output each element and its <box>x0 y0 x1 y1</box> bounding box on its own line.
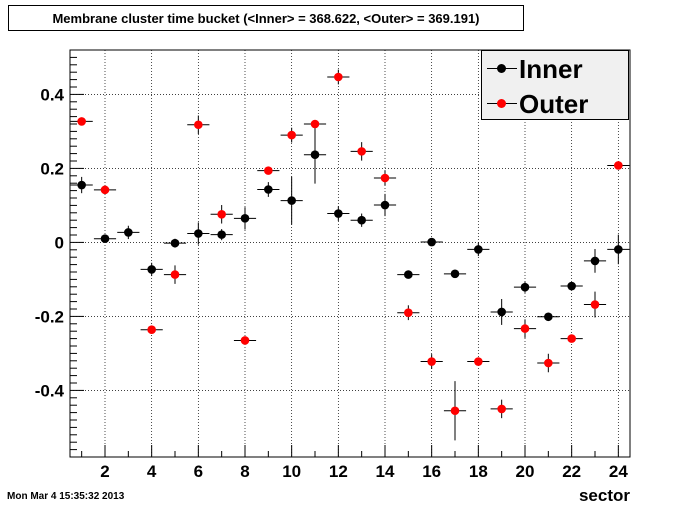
series-inner <box>70 125 630 325</box>
data-point-outer <box>590 300 600 309</box>
data-point-outer <box>427 357 436 366</box>
data-point-outer <box>544 358 553 368</box>
legend-marker-outer <box>497 99 506 108</box>
data-point-inner <box>264 185 273 194</box>
data-point-inner <box>404 270 413 279</box>
data-point-outer <box>357 147 366 156</box>
legend-item-outer: Outer <box>482 87 628 121</box>
data-point-outer <box>450 406 460 416</box>
data-point-outer <box>240 336 250 345</box>
x-tick-label: 20 <box>516 462 535 481</box>
legend-label-outer: Outer <box>519 89 589 119</box>
x-tick-label: 6 <box>194 462 203 481</box>
data-point-inner <box>194 229 203 238</box>
data-point-outer <box>474 357 483 366</box>
data-point-outer <box>380 173 390 183</box>
data-point-inner <box>287 196 296 205</box>
plot-frame <box>69 49 631 458</box>
y-tick-label: 0.4 <box>40 85 64 104</box>
timestamp: Mon Mar 4 15:35:32 2013 <box>7 491 125 502</box>
data-point-inner <box>334 209 343 218</box>
x-tick-label: 10 <box>282 462 301 481</box>
data-point-outer <box>287 130 296 140</box>
y-tick-label: -0.4 <box>35 381 65 400</box>
data-point-outer <box>567 334 576 343</box>
data-point-outer <box>100 185 110 195</box>
x-tick-label: 2 <box>100 462 109 481</box>
data-point-outer <box>147 325 156 335</box>
data-point-inner <box>147 265 156 274</box>
data-point-inner <box>497 307 506 317</box>
data-point-inner <box>614 245 623 254</box>
series-outer <box>70 69 630 441</box>
data-point-inner <box>100 234 110 243</box>
data-point-outer <box>170 270 180 279</box>
data-point-outer <box>334 72 343 82</box>
data-point-outer <box>497 404 506 414</box>
data-point-inner <box>170 238 180 248</box>
x-tick-label: 4 <box>147 462 157 481</box>
data-point-inner <box>357 215 366 225</box>
x-tick-label: 14 <box>376 462 395 481</box>
x-tick-label: 22 <box>562 462 581 481</box>
legend-label-inner: Inner <box>519 54 583 84</box>
data-point-outer <box>520 324 530 333</box>
legend: Inner Outer <box>481 50 629 120</box>
x-axis-label: sector <box>578 486 630 505</box>
data-point-outer <box>264 166 273 175</box>
legend-item-inner: Inner <box>482 52 628 86</box>
data-point-inner <box>380 200 390 210</box>
data-point-inner <box>217 230 226 239</box>
data-point-outer <box>614 161 623 170</box>
data-point-inner <box>590 256 600 266</box>
y-tick-label: 0.2 <box>40 159 64 178</box>
data-point-inner <box>240 214 250 223</box>
data-point-outer <box>77 117 86 126</box>
data-point-inner <box>310 150 320 160</box>
axes: 2 4 6 8 10 12 14 16 18 20 22 240.40.20-0.2-0.4 <box>35 49 628 481</box>
data-point-inner <box>567 281 576 291</box>
data-point-outer <box>194 120 203 130</box>
data-point-inner <box>77 180 86 190</box>
legend-marker-inner <box>497 64 506 73</box>
data-point-outer <box>404 308 413 318</box>
chart-title: Membrane cluster time bucket (<Inner> = … <box>52 11 480 26</box>
x-tick-label: 18 <box>469 462 488 481</box>
x-tick-label: 24 <box>609 462 628 481</box>
x-tick-label: 12 <box>329 462 348 481</box>
data-point-outer <box>310 119 320 129</box>
data-point-inner <box>520 282 530 292</box>
data-point-inner <box>474 245 483 254</box>
data-point-outer <box>217 209 226 219</box>
x-tick-label: 16 <box>422 462 441 481</box>
data-point-inner <box>124 228 133 237</box>
x-tick-label: 8 <box>240 462 249 481</box>
data-point-inner <box>427 237 436 247</box>
chart-title-box: Membrane cluster time bucket (<Inner> = … <box>8 5 524 31</box>
data-point-inner <box>544 312 553 322</box>
data-point-inner <box>450 269 460 279</box>
grid-lines <box>70 50 630 457</box>
y-tick-label: -0.2 <box>35 307 64 326</box>
y-tick-label: 0 <box>55 233 64 252</box>
